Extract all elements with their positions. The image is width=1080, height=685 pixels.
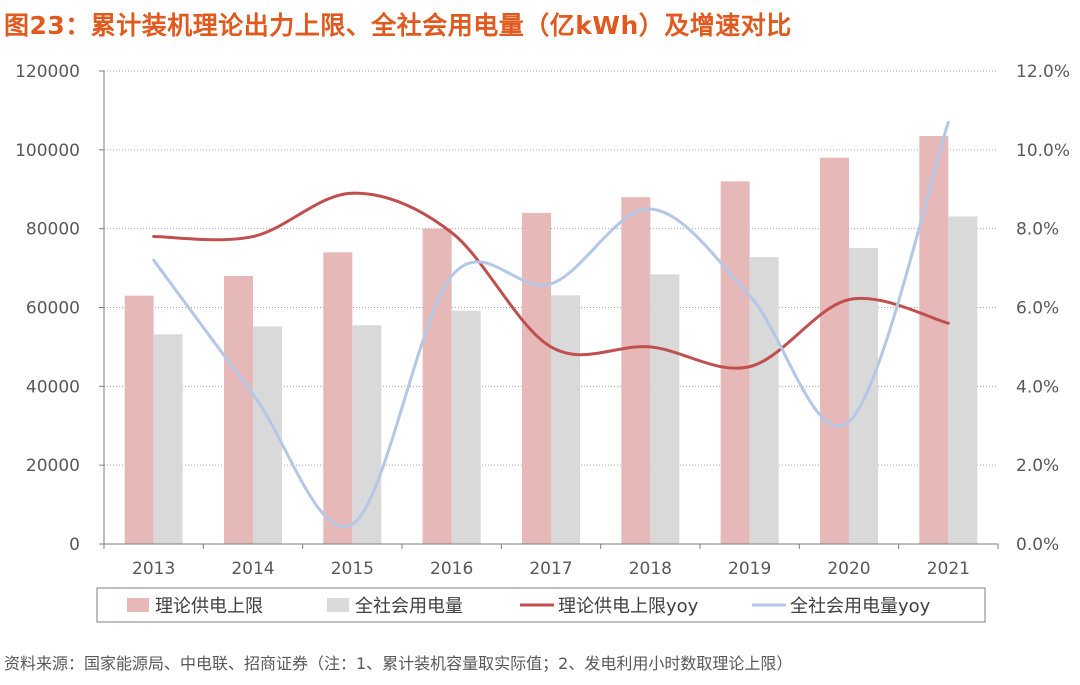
bar-supply-limit (422, 228, 452, 544)
line-series-group (152, 120, 950, 529)
bar-supply-limit (323, 252, 353, 545)
bar-supply-limit (621, 197, 651, 544)
y-right-tick-label: 12.0% (1016, 62, 1070, 82)
y-left-tick-label: 80000 (26, 220, 80, 240)
bar-consumption (849, 247, 878, 544)
source-note: 资料来源：国家能源局、中电联、招商证券（注：1、累计装机容量取实际值；2、发电利… (4, 654, 793, 673)
bar-supply-limit (522, 212, 551, 544)
legend: 理论供电上限 全社会用电量 理论供电上限yoy 全社会用电量yoy (96, 587, 986, 623)
y-right-tick-label: 8.0% (1016, 220, 1059, 240)
y-right-tick-label: 0.0% (1016, 535, 1059, 555)
y-right-tick-label: 2.0% (1016, 456, 1059, 476)
legend-label: 全社会用电量 (355, 596, 463, 617)
x-tick-label: 2021 (927, 559, 970, 579)
y-left-tick-label: 120000 (15, 62, 80, 82)
x-tick-label: 2020 (827, 559, 870, 579)
legend-swatch-bar (127, 598, 149, 612)
axes: 0 0.0% 20000 2.0% 40000 4.0% 60000 6.0% 80000 8.0… (15, 62, 1070, 579)
bar-supply-limit (720, 181, 750, 544)
bar-consumption (153, 334, 183, 544)
x-tick-label: 2013 (132, 559, 175, 579)
y-left-tick-label: 20000 (26, 456, 80, 476)
line-consumption-yoy (152, 120, 950, 529)
bar-series-group (124, 136, 978, 545)
x-tick-label: 2014 (231, 559, 274, 579)
bar-consumption (451, 310, 481, 544)
y-left-tick-label: 100000 (15, 141, 80, 161)
x-tick-label: 2019 (728, 559, 771, 579)
y-right-tick-label: 4.0% (1016, 377, 1059, 397)
bar-supply-limit (224, 275, 253, 544)
bar-supply-limit (820, 157, 849, 544)
y-left-tick-label: 60000 (26, 299, 80, 319)
bar-consumption (352, 325, 382, 544)
x-tick-label: 2015 (331, 559, 374, 579)
legend-label: 理论供电上限yoy (558, 596, 699, 617)
bar-consumption (650, 274, 680, 544)
y-right-tick-label: 6.0% (1016, 299, 1059, 319)
combo-chart: 0 0.0% 20000 2.0% 40000 4.0% 60000 6.0% 80000 8.0… (15, 62, 1070, 623)
bar-consumption (551, 295, 580, 544)
line-supply-yoy (152, 191, 950, 370)
legend-swatch-bar (327, 598, 349, 612)
bar-consumption (749, 257, 779, 544)
y-right-tick-label: 10.0% (1016, 141, 1070, 161)
bar-supply-limit (124, 295, 154, 544)
y-left-tick-label: 40000 (26, 377, 80, 397)
bar-supply-limit (919, 136, 949, 544)
x-tick-label: 2016 (430, 559, 473, 579)
bar-consumption (948, 216, 978, 544)
x-tick-label: 2018 (629, 559, 672, 579)
x-tick-label: 2017 (529, 559, 572, 579)
legend-label: 理论供电上限 (155, 596, 263, 617)
y-left-tick-label: 0 (69, 535, 80, 555)
chart-title: 图23：累计装机理论出力上限、全社会用电量（亿kWh）及增速对比 (4, 11, 792, 40)
legend-label: 全社会用电量yoy (790, 596, 931, 617)
